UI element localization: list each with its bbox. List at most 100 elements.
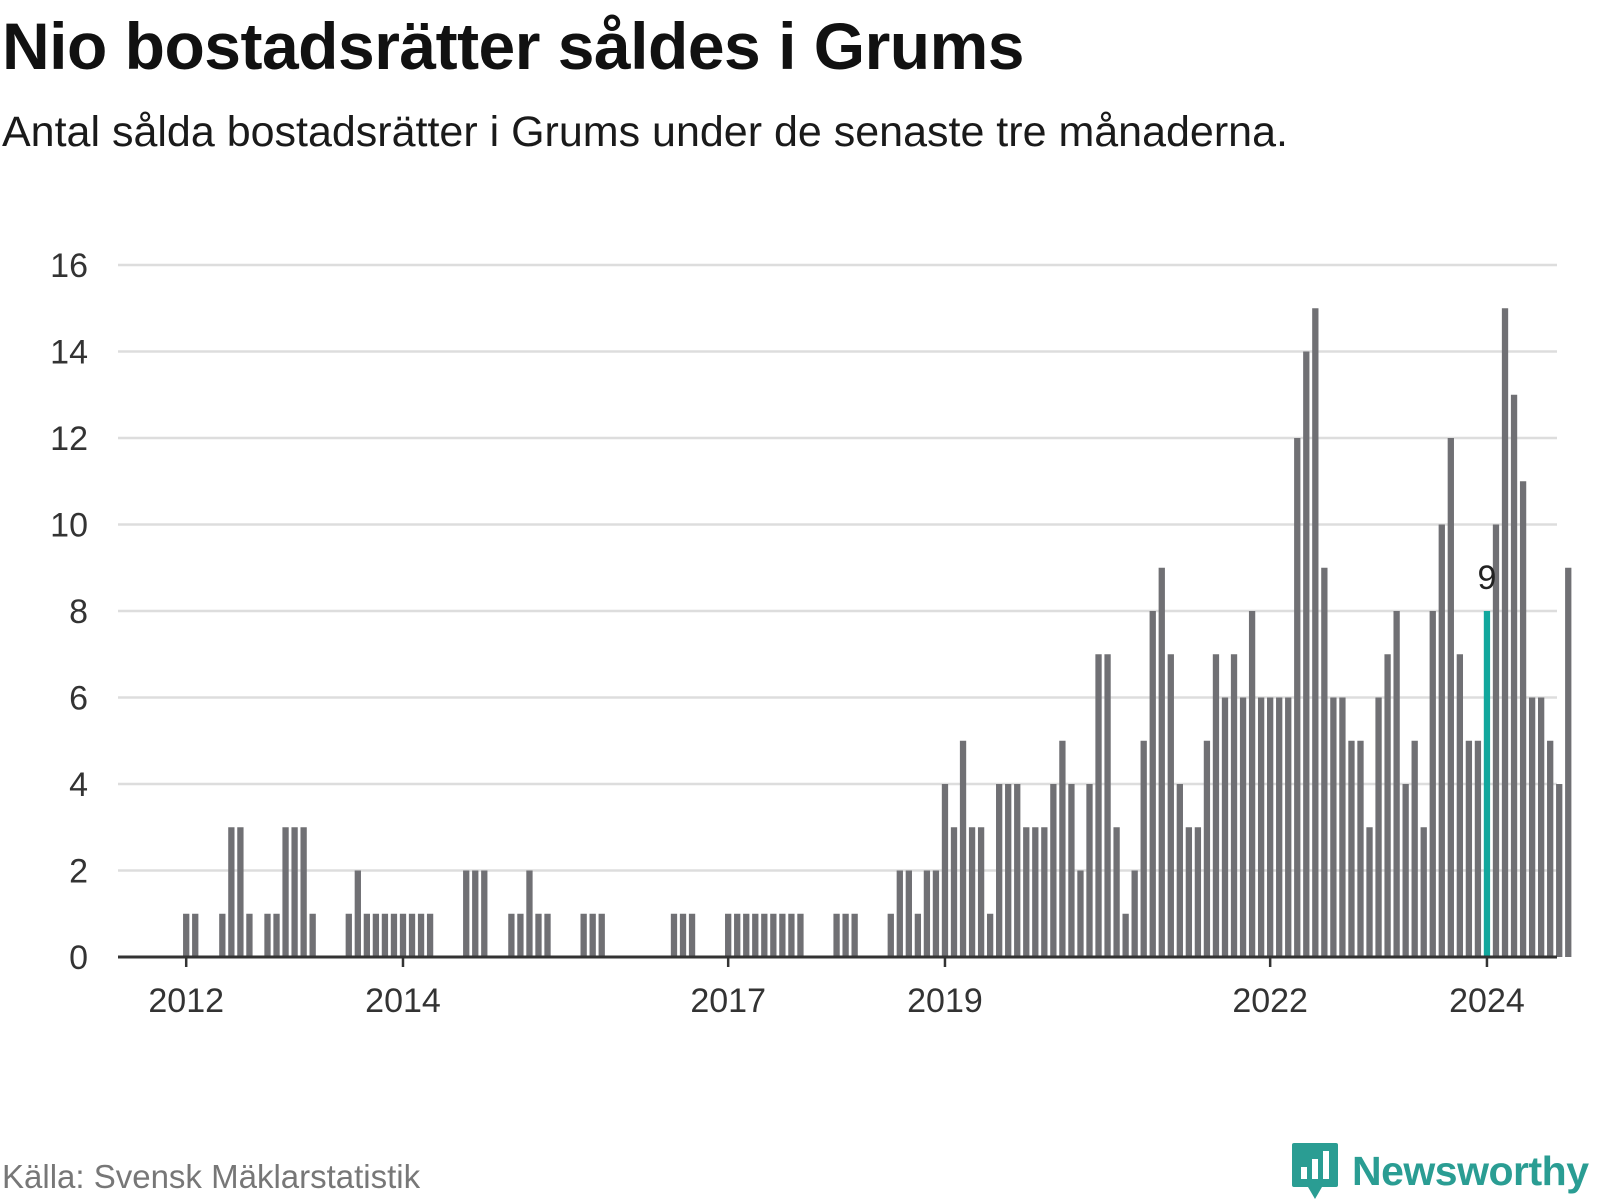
bar — [1141, 741, 1147, 957]
bar — [1348, 741, 1354, 957]
bar — [752, 914, 758, 957]
bar — [1222, 698, 1228, 958]
x-tick-label: 2014 — [365, 982, 441, 1020]
bar — [1186, 827, 1192, 957]
bar — [1384, 654, 1390, 957]
bar — [1457, 654, 1463, 957]
bar — [725, 914, 731, 957]
bar — [1421, 827, 1427, 957]
bar — [1168, 654, 1174, 957]
bar — [355, 871, 361, 958]
data-label: 9 — [1477, 559, 1496, 597]
bar — [851, 914, 857, 957]
bar — [535, 914, 541, 957]
bar — [1204, 741, 1210, 957]
bar — [382, 914, 388, 957]
y-tick-label: 14 — [50, 334, 88, 372]
y-tick-label: 8 — [69, 593, 88, 631]
bar — [1511, 395, 1517, 957]
bar — [797, 914, 803, 957]
bar — [1132, 871, 1138, 958]
bar — [1095, 654, 1101, 957]
bar — [1077, 871, 1083, 958]
bar — [1339, 698, 1345, 958]
bar — [310, 914, 316, 957]
bar — [1041, 827, 1047, 957]
brand-logo: Newsworthy — [1290, 1140, 1589, 1202]
bar — [517, 914, 523, 957]
bar — [1014, 784, 1020, 957]
bar — [1231, 654, 1237, 957]
bar — [969, 827, 975, 957]
bar — [364, 914, 370, 957]
bar — [1312, 308, 1318, 957]
bar — [590, 914, 596, 957]
bar — [581, 914, 587, 957]
bar — [1240, 698, 1246, 958]
bar-chart: 0 2 4 6 8 10 12 14 16 2012 2014 2017 2019 2022 2024 9 — [0, 240, 1600, 1030]
newsworthy-logo-icon — [1290, 1141, 1340, 1201]
bar — [1466, 741, 1472, 957]
bar — [237, 827, 243, 957]
bar — [1113, 827, 1119, 957]
bar — [1285, 698, 1291, 958]
bars — [183, 308, 1571, 957]
x-tick-label: 2019 — [907, 982, 983, 1020]
bar — [481, 871, 487, 958]
bar — [1195, 827, 1201, 957]
bar — [472, 871, 478, 958]
chart-subtitle: Antal sålda bostadsrätter i Grums under … — [2, 108, 1288, 157]
bar — [788, 914, 794, 957]
x-tick-label: 2012 — [148, 982, 224, 1020]
bar — [1475, 741, 1481, 957]
bar — [933, 871, 939, 958]
bar — [906, 871, 912, 958]
y-tick-label: 16 — [50, 247, 88, 285]
bar — [888, 914, 894, 957]
bar — [689, 914, 695, 957]
y-tick-label: 10 — [50, 507, 88, 545]
bar — [1059, 741, 1065, 957]
y-tick-label: 12 — [50, 420, 88, 458]
bar — [1375, 698, 1381, 958]
bar — [1448, 438, 1454, 957]
bar — [680, 914, 686, 957]
bar — [1213, 654, 1219, 957]
bar — [1159, 568, 1165, 957]
bar — [599, 914, 605, 957]
bar — [951, 827, 957, 957]
bar — [544, 914, 550, 957]
bar — [508, 914, 514, 957]
bar — [1068, 784, 1074, 957]
bar — [400, 914, 406, 957]
x-tick-label: 2022 — [1232, 982, 1308, 1020]
bar — [1005, 784, 1011, 957]
bar — [219, 914, 225, 957]
bar — [1357, 741, 1363, 957]
bar — [1122, 914, 1128, 957]
bar — [1177, 784, 1183, 957]
bar — [1430, 611, 1436, 957]
bar — [1321, 568, 1327, 957]
y-axis-tick-labels: 0246810121416 — [50, 247, 88, 977]
bar — [1565, 568, 1571, 957]
bar — [1366, 827, 1372, 957]
bar — [273, 914, 279, 957]
bar — [1556, 784, 1562, 957]
bar — [192, 914, 198, 957]
bar — [924, 871, 930, 958]
bar — [418, 914, 424, 957]
bar — [391, 914, 397, 957]
bar — [1502, 308, 1508, 957]
bar — [1294, 438, 1300, 957]
bar — [897, 871, 903, 958]
chart-title: Nio bostadsrätter såldes i Grums — [2, 8, 1024, 84]
bar — [1439, 525, 1445, 958]
bar — [1050, 784, 1056, 957]
bar — [996, 784, 1002, 957]
annotations: 9 — [1477, 559, 1496, 597]
bar — [1258, 698, 1264, 958]
bar — [1032, 827, 1038, 957]
bar — [1303, 352, 1309, 958]
x-tick-label: 2017 — [690, 982, 766, 1020]
